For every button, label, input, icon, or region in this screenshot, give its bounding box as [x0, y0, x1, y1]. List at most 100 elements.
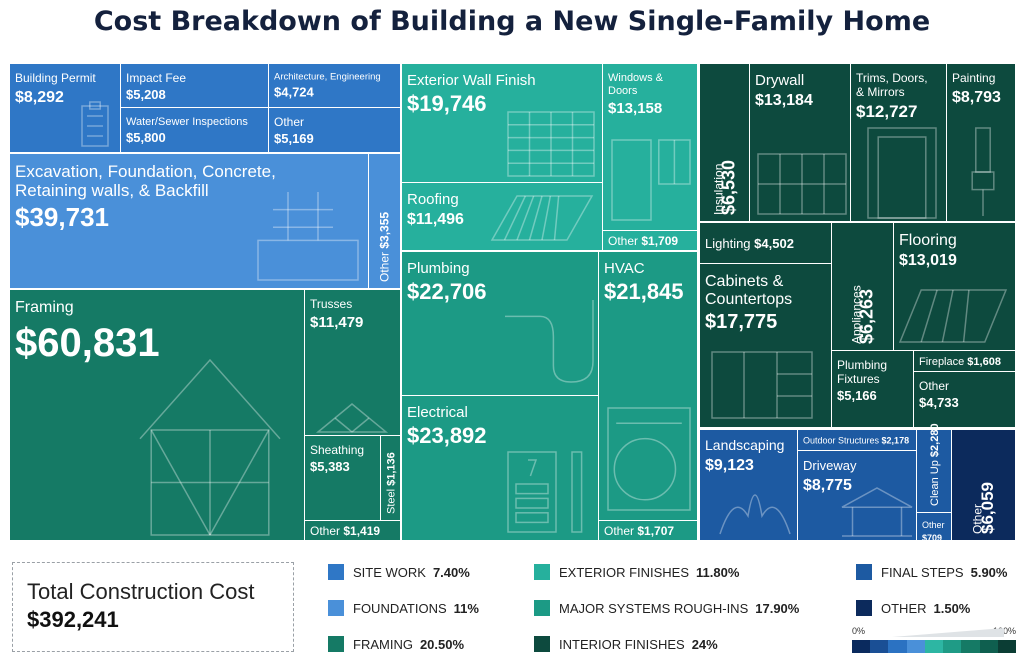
legend-label: SITE WORK — [353, 564, 426, 580]
legend-swatch — [534, 600, 550, 616]
tile-rect — [917, 513, 951, 540]
door-icon — [867, 127, 937, 219]
tile-value: $8,793 — [952, 89, 1001, 106]
tile-value: $23,892 — [407, 423, 487, 448]
tile-rect — [269, 64, 400, 107]
tile-label: Impact Fee — [126, 71, 186, 85]
tile-rect — [603, 64, 697, 230]
tile-fireplace: Fireplace $1,608 — [914, 351, 1015, 371]
tile-label: Sheathing — [310, 443, 364, 457]
tile-rect — [952, 430, 1015, 540]
tile-value: $5,800 — [126, 130, 166, 145]
house-frame-icon — [139, 358, 281, 536]
tile-painting: Painting $8,793 — [947, 64, 1015, 221]
tile-other: Other $4,733 — [914, 372, 1015, 427]
tile-label: Framing — [15, 299, 74, 316]
tile-landscaping: Landscaping $9,123 — [700, 430, 797, 540]
tile-label: HVAC — [604, 260, 645, 277]
legend-percent: 20.50% — [419, 636, 465, 652]
tile-cabinets-countertops: Cabinets &Countertops $17,775 — [700, 264, 831, 427]
legend-item-other: OTHER 1.50% — [856, 600, 970, 616]
tile-rect — [700, 64, 749, 221]
total-cost-value: $392,241 — [27, 607, 119, 632]
tile-value: $6,059 — [978, 482, 997, 534]
tile-rect — [402, 64, 602, 182]
tile-label: Exterior Wall Finish — [407, 72, 536, 89]
tile-label: Windows & — [608, 72, 664, 84]
tile-roofing: Roofing $11,496 — [402, 183, 602, 250]
legend-item-major-systems-rough-ins: MAJOR SYSTEMS ROUGH-INS 17.90% — [534, 600, 799, 616]
legend-label: EXTERIOR FINISHES — [559, 564, 690, 580]
tile-label: Lighting $4,502 — [705, 236, 794, 251]
tile-value: $13,184 — [755, 92, 813, 109]
scale-swatch — [979, 640, 998, 653]
tile-label: Other $1,709 — [608, 234, 678, 248]
scale-swatch — [906, 640, 925, 653]
foundation-icon — [257, 192, 359, 281]
legend-item-framing: FRAMING 20.50% — [328, 636, 464, 652]
tile-value: $5,169 — [274, 131, 314, 146]
chart-title: Cost Breakdown of Building a New Single-… — [93, 6, 931, 37]
tile-drywall: Drywall $13,184 — [750, 64, 850, 221]
scale-min-label: 0% — [852, 626, 866, 636]
tile-sheathing: Sheathing $5,383 — [305, 436, 380, 520]
pipe-icon — [505, 300, 594, 383]
legend-percent: 11% — [453, 600, 479, 616]
tile-rect — [917, 430, 951, 512]
tile-trims-doors-mirrors: Trims, Doors,& Mirrors $12,727 — [851, 64, 946, 221]
tile-building-permit: Building Permit $8,292 — [10, 64, 120, 152]
tile-label: Cabinets & — [705, 273, 784, 290]
tile-value: $13,019 — [899, 252, 957, 269]
tile-rect — [269, 108, 400, 152]
legend-swatch — [856, 600, 872, 616]
tile-rect — [832, 223, 893, 350]
tile-rect — [369, 154, 400, 288]
legend-item-exterior-finishes: EXTERIOR FINISHES 11.80% — [534, 564, 739, 580]
tile-outdoor-structures: Outdoor Structures $2,178 — [798, 430, 916, 450]
tile-rect — [402, 396, 598, 540]
tile-other: Other $1,709 — [603, 231, 697, 250]
tile-label: Trusses — [310, 297, 352, 311]
tile-label: Trims, Doors, — [856, 71, 928, 85]
tile-rect — [599, 252, 697, 520]
tile-value: $17,775 — [705, 311, 777, 333]
tile-label: Clean Up $2,280 — [929, 423, 941, 506]
tile-rect — [121, 64, 268, 107]
tile-rect — [798, 430, 916, 450]
panel-icon — [507, 451, 583, 533]
legend-percent: 11.80% — [696, 564, 740, 580]
tile-rect — [700, 430, 797, 540]
color-scale: 0% 100% — [852, 626, 1016, 656]
legend-label: FINAL STEPS — [881, 564, 964, 580]
tile-driveway: Driveway $8,775 — [798, 451, 916, 540]
scale-swatch — [997, 640, 1016, 653]
tile-label: Other — [274, 115, 304, 129]
scale-swatch — [943, 640, 962, 653]
tile-rect — [381, 436, 400, 520]
tile-value: $12,727 — [856, 102, 917, 121]
legend-swatch — [856, 564, 872, 580]
scale-swatch — [852, 640, 871, 653]
tile-value: $19,746 — [407, 91, 487, 116]
roof-icon — [490, 195, 594, 241]
legend-item-site-work: SITE WORK 7.40% — [328, 564, 470, 580]
tile-flooring: Flooring $13,019 — [894, 223, 1015, 350]
tile-value: $5,208 — [126, 87, 166, 102]
tile-other: Other $1,707 — [599, 521, 697, 540]
scale-swatch — [888, 640, 907, 653]
tile-rect — [402, 252, 598, 395]
tile-rect — [305, 436, 380, 520]
tile-value: $8,292 — [15, 89, 64, 106]
tile-windows-doors: Windows &Doors $13,158 — [603, 64, 697, 230]
tile-steel: Steel $1,136 — [381, 436, 400, 520]
total-cost-box: Total Construction Cost $392,241 — [12, 562, 294, 652]
tile-water-sewer-inspections: Water/Sewer Inspections $5,800 — [121, 108, 268, 152]
tile-value: $5,166 — [837, 388, 877, 403]
truss-icon — [315, 403, 389, 433]
tile-rect — [851, 64, 946, 221]
scale-bar — [852, 640, 1016, 653]
tile-rect — [121, 108, 268, 152]
tile-label: Other $1,419 — [310, 524, 380, 538]
tile-label: Architecture, Engineering — [274, 72, 381, 83]
